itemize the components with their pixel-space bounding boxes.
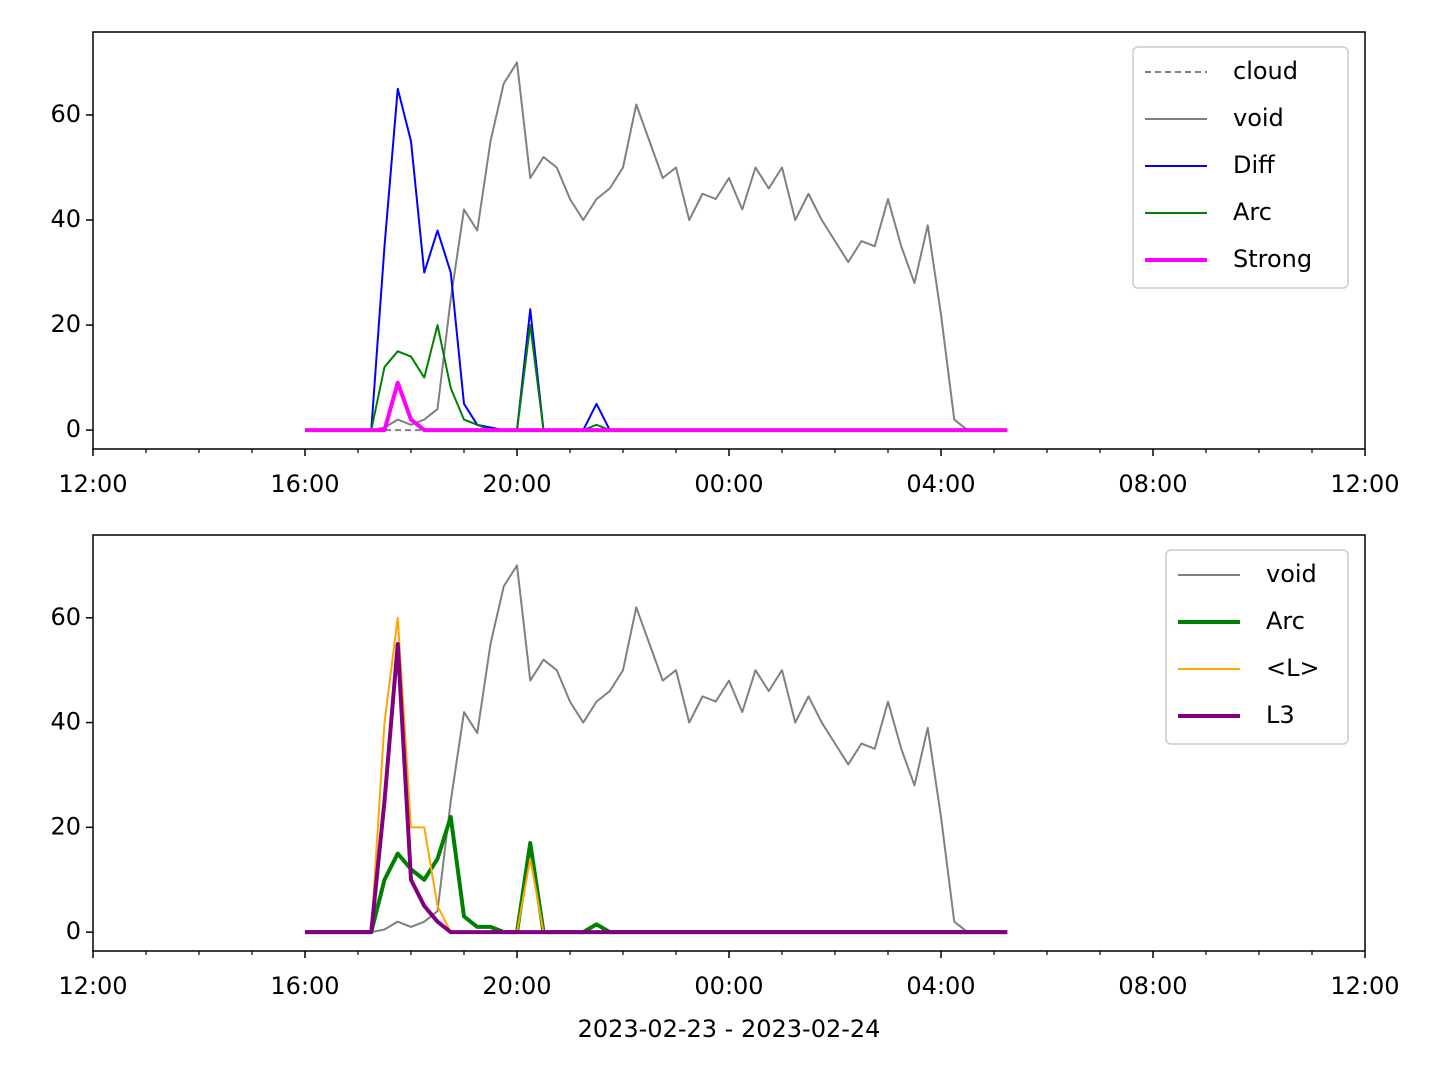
legend-label: Arc — [1266, 607, 1305, 635]
x-tick-label: 12:00 — [1330, 972, 1399, 1000]
x-tick-label: 12:00 — [1330, 470, 1399, 498]
legend-label: L3 — [1266, 701, 1295, 729]
x-tick-label: 08:00 — [1118, 972, 1187, 1000]
legend-label: Diff — [1233, 151, 1275, 179]
legend-box — [1165, 549, 1349, 745]
legend-label: void — [1266, 560, 1317, 588]
y-tick-label: 40 — [50, 708, 81, 736]
legend-label: Strong — [1233, 245, 1312, 273]
plot-frame — [92, 534, 1366, 952]
x-tick-label: 00:00 — [694, 470, 763, 498]
y-tick-label: 0 — [66, 917, 81, 945]
y-tick-label: 40 — [50, 205, 81, 233]
x-tick-label: 04:00 — [906, 470, 975, 498]
y-tick-label: 60 — [50, 603, 81, 631]
data-line — [305, 87, 1008, 432]
data-line — [305, 61, 1008, 432]
legend-box — [1132, 46, 1349, 289]
legend-label: cloud — [1233, 57, 1298, 85]
plot-frame — [92, 31, 1366, 450]
y-tick-label: 60 — [50, 100, 81, 128]
y-tick-label: 0 — [66, 415, 81, 443]
x-tick-label: 12:00 — [58, 972, 127, 1000]
legend-label: <L> — [1266, 654, 1320, 682]
x-tick-label: 20:00 — [482, 972, 551, 1000]
legend-label: Arc — [1233, 198, 1272, 226]
y-tick-label: 20 — [50, 812, 81, 840]
legend-label: void — [1233, 104, 1284, 132]
x-tick-label: 08:00 — [1118, 470, 1187, 498]
data-line — [305, 380, 1008, 433]
x-tick-label: 20:00 — [482, 470, 551, 498]
data-line — [305, 564, 1008, 934]
x-tick-label: 16:00 — [270, 972, 339, 1000]
x-tick-label: 16:00 — [270, 470, 339, 498]
x-tick-label: 04:00 — [906, 972, 975, 1000]
x-tick-label: 00:00 — [694, 972, 763, 1000]
data-line — [305, 641, 1008, 935]
x-tick-label: 12:00 — [58, 470, 127, 498]
x-axis-label: 2023-02-23 - 2023-02-24 — [578, 1015, 881, 1043]
y-tick-label: 20 — [50, 310, 81, 338]
